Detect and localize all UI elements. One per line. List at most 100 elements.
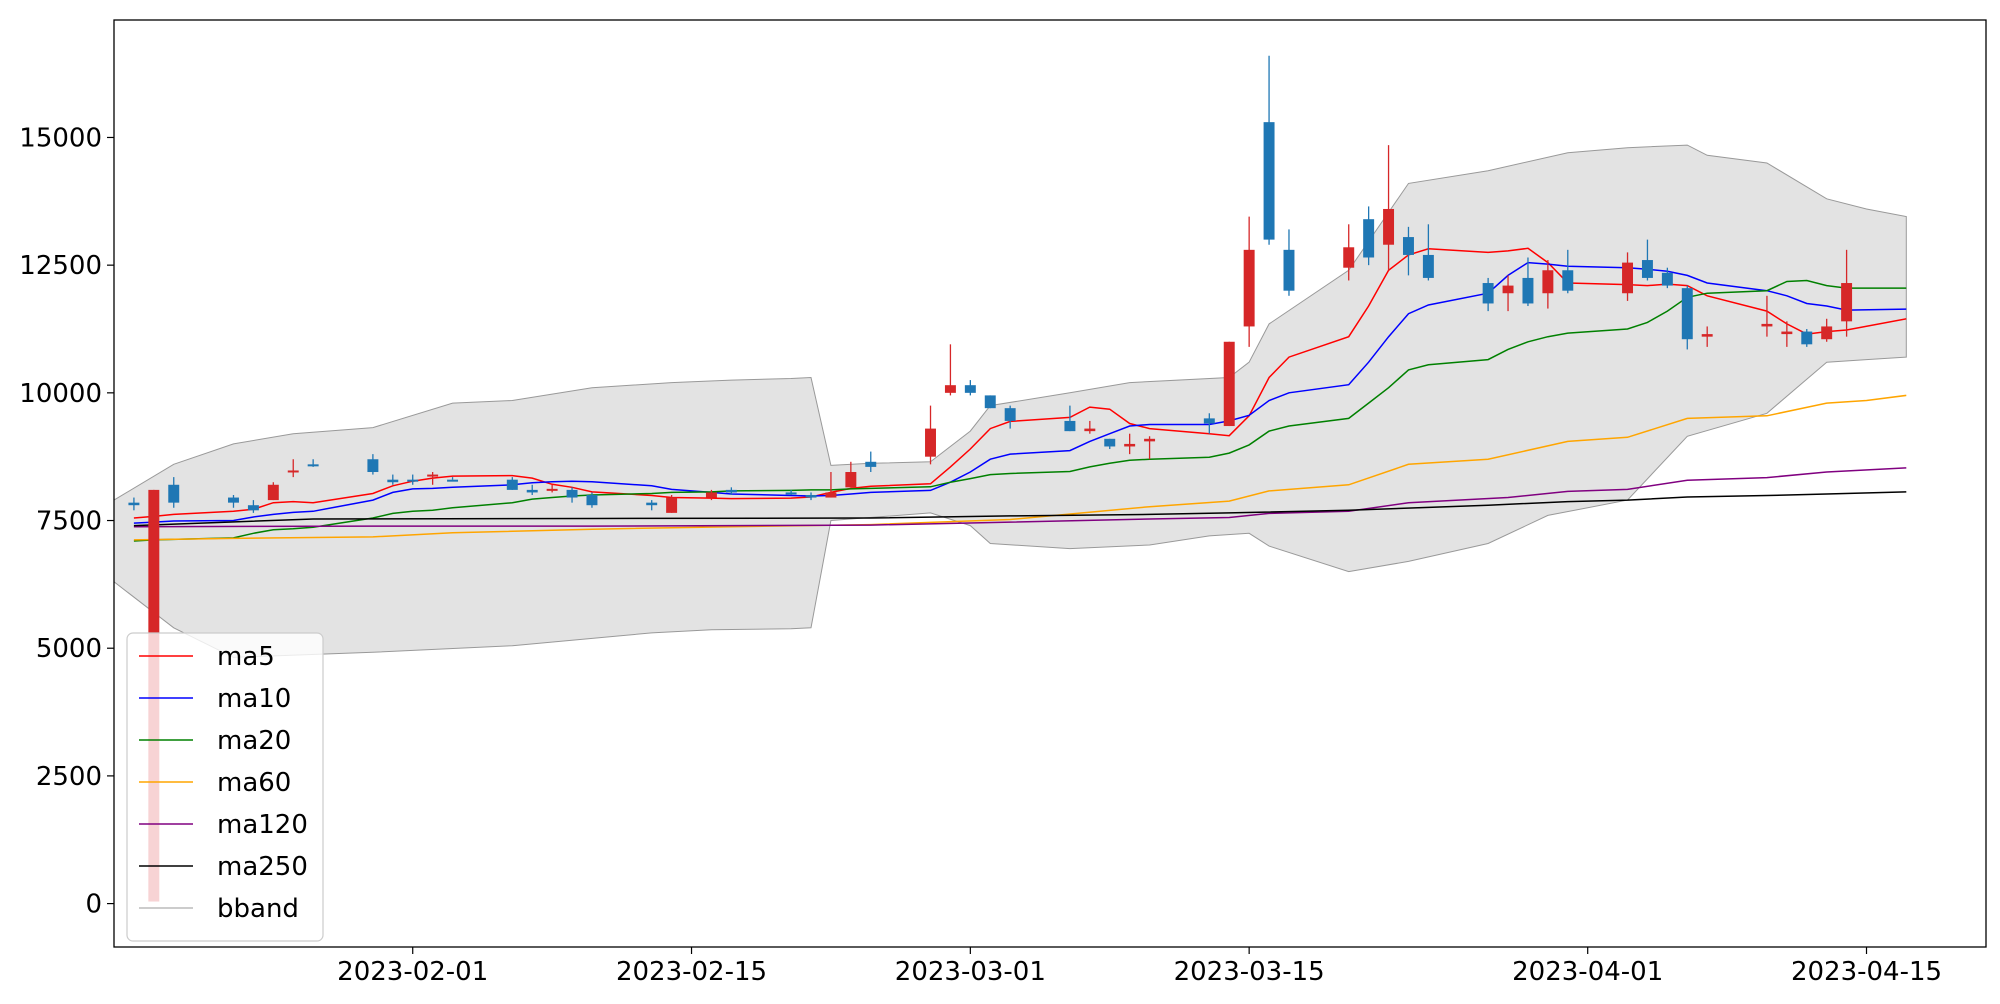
candle-body: [1761, 323, 1773, 327]
legend-label: ma120: [217, 810, 308, 840]
candle-body: [1104, 438, 1116, 447]
x-tick-label: 2023-02-01: [337, 957, 488, 987]
candle-body: [646, 502, 658, 506]
legend-item-ma120[interactable]: ma120: [139, 810, 308, 840]
legend[interactable]: ma5 ma10 ma20 ma60 ma120 ma250 bband: [126, 632, 324, 942]
candle-2023-01-25: [267, 482, 279, 501]
x-tick-label: 2023-03-15: [1174, 957, 1325, 987]
candle-2023-03-06: [1064, 405, 1076, 432]
candle-body: [1701, 334, 1713, 337]
legend-item-ma250[interactable]: ma250: [139, 852, 308, 882]
candle-body: [526, 489, 538, 493]
y-tick-label: 10000: [19, 379, 102, 409]
candle-2023-02-20: [785, 489, 797, 495]
legend-item-ma10[interactable]: ma10: [139, 684, 291, 714]
candle-body: [925, 428, 936, 457]
y-tick-label: 15000: [19, 123, 102, 153]
candle-2023-02-22: [825, 472, 837, 498]
candle-2023-01-18: [128, 497, 140, 511]
candle-body: [387, 479, 399, 483]
candle-body: [666, 497, 678, 513]
candle-2023-03-17: [1283, 229, 1295, 296]
candle-body: [1502, 285, 1514, 294]
x-tick-label: 2023-04-01: [1512, 957, 1663, 987]
candle-2023-03-07: [1084, 420, 1096, 434]
candle-2023-01-26: [287, 459, 299, 478]
ma60-line: [133, 394, 1907, 541]
candle-body: [1562, 270, 1574, 291]
candle-body: [407, 479, 419, 482]
candle-2023-04-10: [1761, 295, 1773, 337]
candle-2023-02-02: [427, 472, 439, 485]
candle-2023-03-02: [984, 395, 996, 409]
legend-label: ma60: [217, 768, 291, 798]
candle-2023-01-31: [387, 474, 399, 485]
candle-2023-03-22: [1383, 145, 1395, 271]
legend-item-ma20[interactable]: ma20: [139, 726, 291, 756]
legend-item-ma60[interactable]: ma60: [139, 768, 291, 798]
candle-2023-03-20: [1343, 224, 1355, 281]
candle-body: [1263, 122, 1275, 240]
candle-body: [1383, 208, 1395, 245]
candle-body: [1641, 260, 1653, 278]
candle-2023-02-09: [566, 487, 578, 503]
candle-body: [825, 492, 837, 498]
y-tick-label: 2500: [36, 762, 102, 792]
candle-2023-04-12: [1801, 329, 1813, 347]
candle-2023-03-24: [1422, 224, 1434, 281]
candle-2023-04-13: [1821, 318, 1833, 342]
candle-body: [944, 385, 956, 393]
candle-body: [1124, 443, 1136, 447]
candle-2023-03-09: [1124, 433, 1136, 455]
candle-body: [1343, 247, 1355, 268]
candle-body: [1363, 219, 1375, 258]
candle-body: [865, 461, 877, 467]
candle-body: [984, 395, 996, 409]
candle-body: [1243, 249, 1255, 327]
candle-2023-03-16: [1263, 55, 1275, 245]
y-axis: 0 2500 5000 7500 10000 12500 15000: [19, 123, 114, 920]
candle-body: [228, 497, 239, 503]
candle-body: [1821, 326, 1833, 340]
legend-label: ma20: [217, 726, 291, 756]
candle-body: [586, 494, 598, 506]
candle-2023-03-28: [1502, 275, 1514, 312]
legend-item-bband[interactable]: bband: [139, 894, 299, 924]
candle-body: [447, 479, 459, 482]
candle-2023-03-10: [1144, 436, 1156, 460]
candle-2023-02-13: [646, 500, 658, 511]
legend-box: [126, 632, 324, 942]
candle-2023-04-14: [1841, 249, 1853, 337]
candle-body: [1781, 331, 1793, 335]
candle-body: [1004, 408, 1016, 421]
candle-2023-03-01: [964, 380, 976, 396]
candle-body: [1841, 283, 1853, 322]
candle-2023-01-23: [228, 494, 239, 508]
candle-body: [128, 502, 140, 506]
candle-2023-02-16: [705, 489, 717, 501]
candle-2023-02-14: [666, 494, 678, 513]
candle-body: [1622, 262, 1634, 294]
y-tick-label: 7500: [36, 507, 102, 537]
candle-body: [705, 492, 717, 498]
candle-body: [845, 472, 857, 488]
candle-body: [964, 385, 976, 393]
candle-2023-03-23: [1402, 226, 1414, 276]
candle-body: [725, 489, 737, 493]
legend-label: bband: [217, 894, 299, 924]
plot-frame: [113, 19, 1987, 948]
candle-body: [307, 464, 319, 467]
candle-2023-03-15: [1243, 216, 1255, 347]
candle-2023-02-21: [805, 492, 817, 501]
legend-item-ma5[interactable]: ma5: [139, 642, 275, 672]
candle-2023-03-14: [1223, 341, 1235, 427]
x-tick-label: 2023-04-15: [1791, 957, 1942, 987]
candle-2023-02-06: [506, 477, 518, 490]
candle-2023-02-23: [845, 461, 857, 488]
candle-2023-02-17: [725, 487, 737, 495]
candle-body: [267, 484, 279, 501]
candle-2023-03-29: [1522, 257, 1534, 307]
y-tick-label: 5000: [36, 634, 102, 664]
